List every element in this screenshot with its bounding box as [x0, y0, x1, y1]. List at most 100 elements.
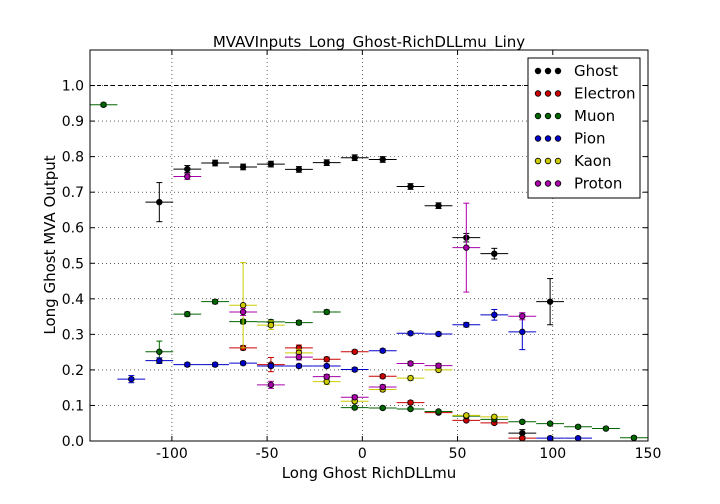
y-tick-label: 0.4: [62, 292, 84, 308]
legend-item-electron: Electron: [534, 85, 636, 103]
legend-marker: [534, 157, 542, 165]
legend-marker: [554, 90, 562, 97]
legend-marker: [534, 112, 542, 120]
data-point: [519, 418, 526, 426]
x-tick-label: -50: [256, 446, 279, 462]
y-tick-label: 0.0: [62, 434, 84, 450]
legend-box: [527, 57, 641, 199]
data-point: [491, 250, 498, 257]
data-point: [519, 434, 526, 442]
data-point: [184, 173, 191, 180]
x-tick-label: 150: [635, 446, 662, 462]
y-tick-label: 0.2: [62, 363, 84, 379]
data-point: [239, 359, 247, 367]
data-point: [463, 412, 470, 419]
data-point: [323, 308, 330, 316]
plot-frame: [89, 49, 649, 442]
legend-marker: [554, 180, 562, 187]
data-point: [323, 159, 330, 166]
data-point: [379, 347, 386, 354]
data-point: [295, 353, 303, 361]
legend-marker: [544, 90, 552, 97]
data-point: [519, 328, 526, 336]
series-pion: [117, 308, 593, 442]
legend-marker: [554, 135, 562, 142]
legend-item-pion: Pion: [534, 130, 606, 148]
y-tick-label: 0.9: [62, 114, 84, 130]
data-point: [379, 383, 386, 391]
y-tick-label: 1.0: [62, 79, 84, 95]
data-point: [184, 165, 191, 173]
legend-marker: [534, 180, 542, 187]
axis-ticks: -100 -50 0 50 100 150 0.0 0.1 0.2 0.3 0.4 0.5 0.6 0.7…: [62, 50, 662, 462]
data-point: [156, 198, 163, 206]
x-tick-label: 100: [539, 446, 566, 462]
x-tick-label: -100: [156, 446, 188, 462]
data-point: [128, 375, 135, 383]
data-point: [239, 302, 247, 309]
y-tick-label: 0.5: [62, 256, 84, 272]
legend-label: Ghost: [574, 62, 618, 80]
data-point: [463, 321, 470, 328]
data-point: [407, 360, 414, 367]
data-point: [407, 330, 414, 337]
legend-marker: [554, 157, 562, 165]
legend-marker: [534, 67, 542, 75]
data-point: [351, 404, 358, 411]
data-point: [435, 408, 442, 415]
data-point: [295, 362, 303, 370]
legend-item-proton: Proton: [534, 175, 622, 193]
data-series: [89, 101, 648, 442]
data-point: [491, 311, 498, 319]
data-point: [239, 308, 247, 316]
y-tick-label: 0.7: [62, 185, 84, 201]
legend-label: Kaon: [574, 152, 611, 170]
data-point: [323, 356, 330, 363]
legend-item-ghost: Ghost: [534, 62, 618, 80]
data-point: [351, 366, 358, 373]
data-point: [407, 374, 414, 382]
series-ghost: [145, 154, 565, 438]
data-point: [351, 394, 358, 401]
data-point: [574, 434, 582, 442]
x-axis-title: Long Ghost RichDLLmu: [282, 464, 457, 482]
data-point: [267, 362, 275, 370]
data-point: [267, 160, 275, 168]
legend-marker: [544, 157, 552, 165]
x-tick-label: 50: [449, 446, 467, 462]
data-point: [184, 310, 191, 318]
data-point: [351, 154, 358, 161]
data-point: [407, 399, 414, 406]
data-point: [239, 163, 247, 171]
data-point: [267, 321, 275, 329]
legend-label: Pion: [574, 130, 606, 148]
legend-label: Proton: [574, 175, 622, 193]
data-point: [267, 381, 275, 389]
data-point: [546, 434, 554, 442]
x-tick-label: 0: [358, 446, 367, 462]
data-point: [379, 404, 386, 412]
data-point: [546, 298, 554, 305]
data-point: [630, 434, 638, 442]
data-point: [100, 101, 107, 108]
legend: Ghost Electron Muon Pion Kaon Proton: [527, 57, 641, 199]
chart-title: MVAVInputs_Long_Ghost-RichDLLmu_Liny: [213, 33, 525, 52]
data-point: [546, 420, 554, 427]
data-point: [463, 244, 470, 251]
y-tick-label: 0.6: [62, 221, 84, 237]
data-point: [156, 357, 163, 364]
data-point: [435, 362, 442, 369]
data-point: [407, 405, 414, 413]
data-point: [602, 425, 610, 432]
data-point: [379, 156, 386, 163]
data-point: [156, 348, 163, 355]
legend-marker: [544, 135, 552, 142]
data-point: [211, 361, 219, 368]
data-point: [323, 373, 330, 380]
legend-label: Electron: [574, 85, 636, 103]
y-tick-label: 0.1: [62, 398, 84, 414]
legend-item-muon: Muon: [534, 107, 615, 125]
y-tick-label: 0.3: [62, 327, 84, 343]
y-axis-title: Long Ghost MVA Output: [41, 155, 59, 334]
